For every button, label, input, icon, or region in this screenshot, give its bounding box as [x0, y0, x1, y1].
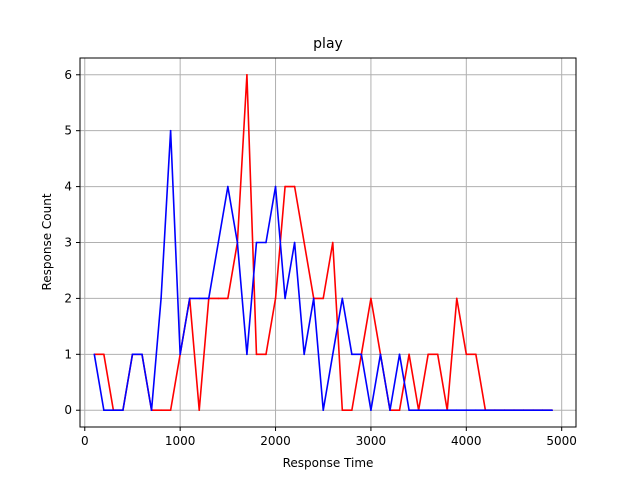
data-point	[312, 297, 315, 300]
data-point	[551, 409, 553, 412]
y-axis-label: Response Count	[40, 193, 54, 290]
data-point	[379, 353, 382, 356]
data-point	[179, 353, 181, 356]
data-point	[475, 409, 477, 412]
y-tick-label: 5	[64, 124, 72, 138]
data-point	[103, 353, 105, 356]
data-point	[513, 409, 515, 412]
data-point	[494, 409, 496, 412]
data-point	[303, 353, 305, 356]
data-point	[265, 353, 267, 356]
data-point	[103, 409, 105, 412]
data-point	[284, 297, 286, 300]
data-point	[188, 297, 191, 300]
data-point	[169, 129, 172, 132]
data-point	[532, 409, 534, 412]
data-point	[160, 409, 162, 412]
data-point	[198, 409, 201, 412]
data-point	[427, 353, 429, 356]
data-point	[246, 353, 248, 356]
data-point	[160, 297, 162, 300]
data-point	[484, 409, 487, 412]
data-point	[274, 297, 277, 300]
data-point	[427, 409, 429, 412]
x-tick-label: 4000	[451, 434, 482, 448]
x-tick-label: 1000	[165, 434, 196, 448]
data-point	[370, 297, 372, 300]
data-point	[417, 409, 420, 412]
data-point	[541, 409, 544, 412]
y-axis-ticks: 0 1 2 3 4 5 6	[64, 68, 80, 417]
data-point	[398, 409, 401, 412]
data-point	[93, 353, 96, 356]
grid	[80, 58, 576, 427]
data-point	[522, 409, 525, 412]
y-tick-label: 6	[64, 68, 72, 82]
data-point	[408, 409, 410, 412]
data-point	[255, 353, 258, 356]
data-point	[370, 409, 372, 412]
data-point	[122, 409, 124, 412]
data-point	[227, 297, 229, 300]
data-point	[198, 297, 201, 300]
data-point	[398, 353, 401, 356]
x-tick-label: 0	[81, 434, 89, 448]
data-point	[141, 353, 143, 356]
data-point	[360, 353, 363, 356]
data-point	[389, 409, 391, 412]
data-point	[322, 297, 325, 300]
data-point	[503, 409, 506, 412]
data-point	[408, 353, 410, 356]
data-point	[284, 185, 286, 188]
x-tick-label: 3000	[356, 434, 387, 448]
data-point	[436, 409, 439, 412]
data-point	[217, 241, 220, 244]
y-tick-label: 1	[64, 347, 72, 361]
data-point	[293, 185, 296, 188]
data-point	[436, 353, 439, 356]
data-point	[455, 297, 458, 300]
data-point	[227, 185, 229, 188]
data-point	[351, 409, 353, 412]
x-tick-label: 2000	[260, 434, 291, 448]
x-tick-label: 5000	[546, 434, 577, 448]
data-point	[293, 241, 296, 244]
series-lines	[93, 73, 553, 412]
x-axis-ticks: 0 1000 2000 3000 4000 5000	[81, 427, 577, 448]
data-point	[475, 353, 477, 356]
y-tick-label: 2	[64, 291, 72, 305]
data-point	[112, 409, 115, 412]
data-point	[255, 241, 258, 244]
data-point	[341, 297, 344, 300]
data-point	[322, 409, 325, 412]
data-point	[303, 241, 305, 244]
data-point	[465, 353, 468, 356]
data-point	[331, 353, 334, 356]
data-point	[169, 409, 172, 412]
y-tick-label: 0	[64, 403, 72, 417]
data-point	[265, 241, 267, 244]
y-tick-label: 3	[64, 236, 72, 250]
data-point	[150, 409, 153, 412]
data-point	[351, 353, 353, 356]
data-point	[446, 409, 449, 412]
data-point	[246, 73, 248, 76]
data-point	[217, 297, 220, 300]
data-point	[236, 241, 239, 244]
series-points-2	[93, 129, 553, 412]
data-point	[207, 297, 210, 300]
chart-title: play	[313, 36, 343, 52]
data-point	[341, 409, 344, 412]
data-point	[465, 409, 468, 412]
x-axis-label: Response Time	[283, 456, 374, 470]
data-point	[331, 241, 334, 244]
y-tick-label: 4	[64, 180, 72, 194]
data-point	[274, 185, 277, 188]
data-point	[131, 353, 134, 356]
data-point	[455, 409, 458, 412]
